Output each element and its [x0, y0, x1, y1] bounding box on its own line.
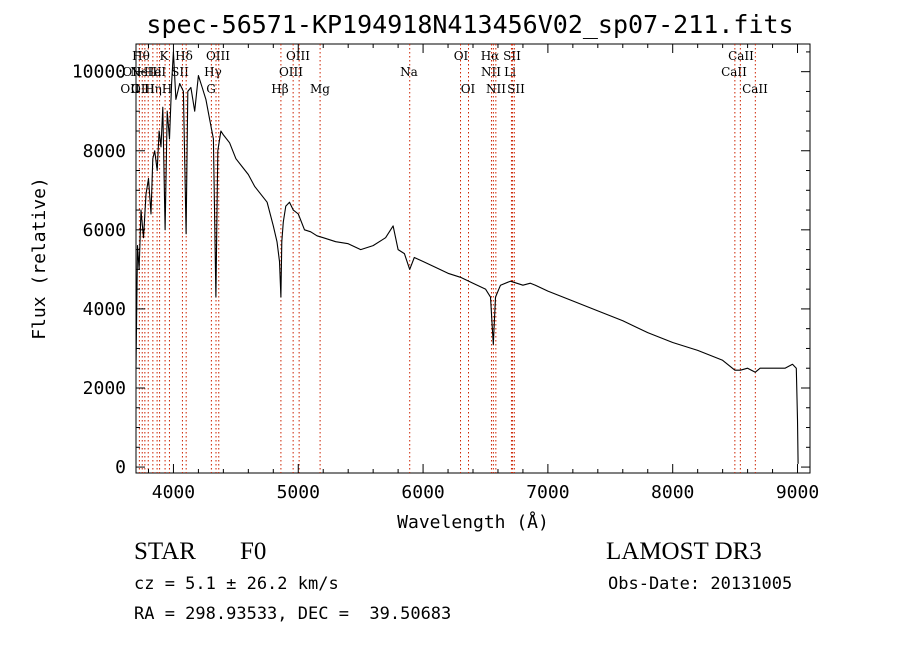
- line-marker-label: CaII: [728, 49, 754, 63]
- spectrum-line: [135, 51, 799, 464]
- y-tick-label: 4000: [83, 299, 126, 320]
- line-marker-label: H: [162, 82, 172, 96]
- line-marker-label: CaII: [721, 65, 747, 79]
- line-marker-label: Hγ: [204, 65, 222, 79]
- line-marker-label: OIII: [286, 49, 310, 63]
- x-tick-label: 5000: [277, 482, 320, 503]
- line-marker-label: OIII: [131, 82, 155, 96]
- line-marker-label: Hβ: [271, 82, 288, 96]
- line-marker-label: SII: [171, 65, 189, 79]
- x-tick-label: 7000: [526, 482, 569, 503]
- x-tick-label: 8000: [651, 482, 694, 503]
- obs-date: Obs-Date: 20131005: [608, 574, 793, 594]
- line-marker-label: HeI: [144, 65, 167, 79]
- line-marker-label: SII: [507, 82, 525, 96]
- y-tick-label: 0: [115, 457, 126, 478]
- line-marker-label: Na: [400, 65, 418, 79]
- line-marker-label: OI: [454, 49, 469, 63]
- line-marker-label: Mg: [310, 82, 330, 96]
- line-marker-label: Hδ: [175, 49, 193, 63]
- x-tick-label: 9000: [776, 482, 819, 503]
- y-tick-label: 8000: [83, 141, 126, 162]
- line-marker-label: NII: [481, 65, 501, 79]
- object-class: STAR: [134, 538, 196, 565]
- line-marker-label: Hθ: [132, 49, 150, 63]
- plot-frame: [135, 43, 811, 474]
- line-marker-label: OII: [120, 82, 140, 96]
- chart-title: spec-56571-KP194918N413456V02_sp07-211.f…: [146, 10, 793, 39]
- line-marker-label: Hα: [481, 49, 500, 63]
- line-marker-label: CaII: [742, 82, 768, 96]
- object-subclass: F0: [240, 538, 267, 565]
- survey-name: LAMOST DR3: [606, 538, 762, 565]
- line-marker-label: OI: [461, 82, 476, 96]
- line-marker-label: K: [160, 49, 170, 63]
- y-tick-label: 2000: [83, 378, 126, 399]
- x-axis-label: Wavelength (Å): [397, 511, 549, 533]
- coordinates: RA = 298.93533, DEC = 39.50683: [134, 604, 452, 624]
- line-marker-label: OIII: [206, 49, 230, 63]
- line-marker-label: NII: [486, 82, 506, 96]
- redshift-cz: cz = 5.1 ± 26.2 km/s: [134, 574, 339, 594]
- line-marker-label: G: [206, 82, 216, 96]
- line-marker-label: Li: [504, 65, 516, 79]
- line-marker-label: NeIII: [130, 65, 162, 79]
- y-axis-label: Flux (relative): [29, 177, 50, 340]
- line-marker-label: OIII: [279, 65, 303, 79]
- line-marker-label: SII: [503, 49, 521, 63]
- line-marker-label: OII: [122, 65, 142, 79]
- y-tick-label: 6000: [83, 220, 126, 241]
- y-tick-label: 10000: [72, 62, 126, 83]
- x-tick-label: 4000: [152, 482, 195, 503]
- x-tick-label: 6000: [401, 482, 444, 503]
